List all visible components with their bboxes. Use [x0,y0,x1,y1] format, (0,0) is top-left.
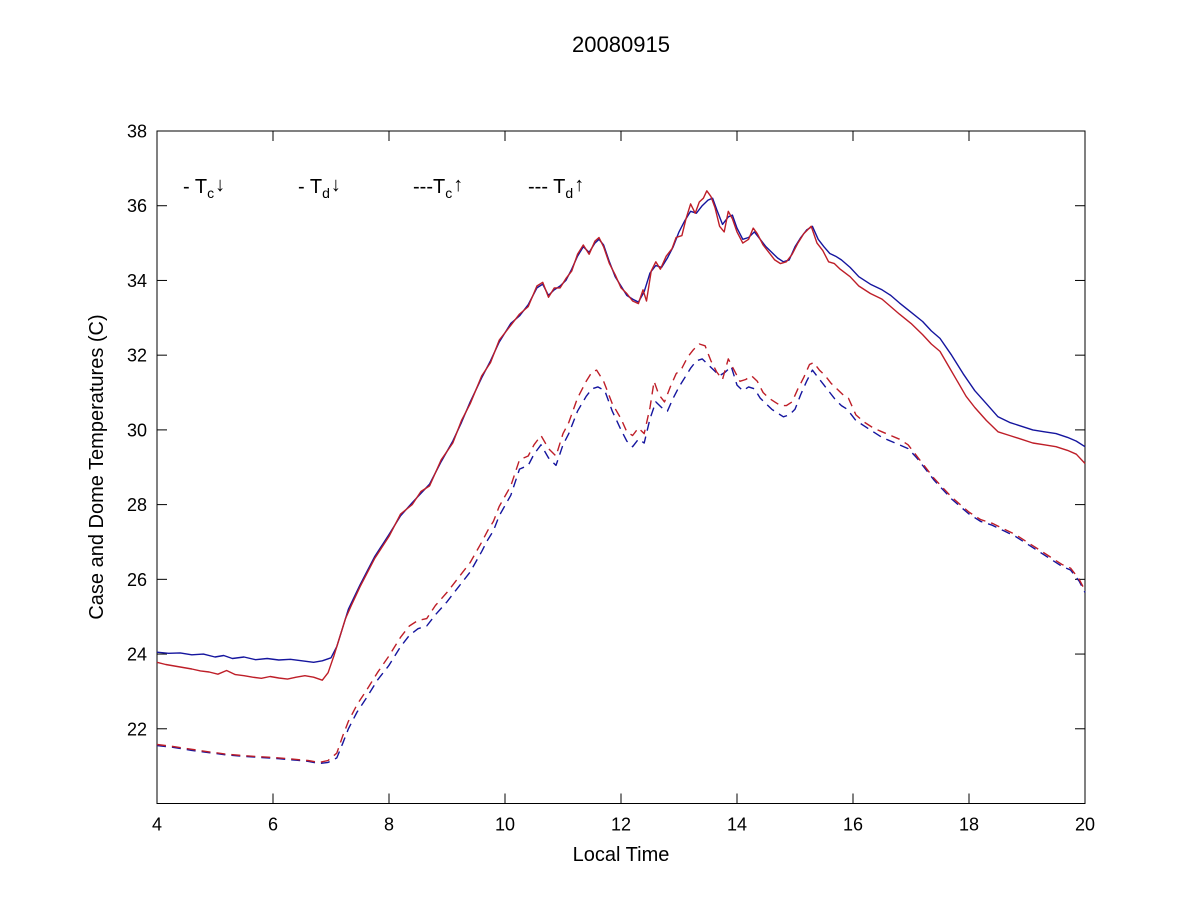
y-tick-label: 36 [127,196,147,216]
y-axis-label: Case and Dome Temperatures (C) [86,314,108,619]
x-axis-label: Local Time [573,844,670,866]
y-tick-label: 38 [127,122,147,142]
y-tick-label: 28 [127,495,147,515]
x-tick-label: 4 [152,815,162,835]
x-tick-label: 18 [959,815,979,835]
x-tick-label: 14 [727,815,747,835]
x-tick-label: 8 [384,815,394,835]
series-line-tc-down [156,197,1086,663]
y-tick-label: 34 [127,271,147,291]
plot-box [156,130,1086,804]
x-tick-label: 12 [611,815,631,835]
legend-item-4: --- Td↑ [528,174,584,201]
chart-title: 20080915 [572,32,670,57]
x-tick-label: 20 [1075,815,1095,835]
series-line-tc-up [156,358,1086,765]
legend-item-2: - Td↓ [298,174,341,201]
y-tick-label: 22 [127,719,147,739]
y-tick-label: 30 [127,420,147,440]
series-line-td-up [156,343,1086,764]
legend-item-1: - Tc↓ [183,174,225,201]
legend-item-3: ---Tc↑ [413,174,463,201]
x-tick-label: 10 [495,815,515,835]
y-tick-label: 24 [127,645,147,665]
plot-area: 4 6 8 10 12 14 16 18 20 22 24 26 28 30 32 34 36 38 - Tc↓ - … [127,122,1095,835]
y-tick-label: 32 [127,346,147,366]
x-tick-label: 16 [843,815,863,835]
x-tick-label: 6 [268,815,278,835]
y-tick-label: 26 [127,570,147,590]
series-line-td-down [156,190,1086,681]
